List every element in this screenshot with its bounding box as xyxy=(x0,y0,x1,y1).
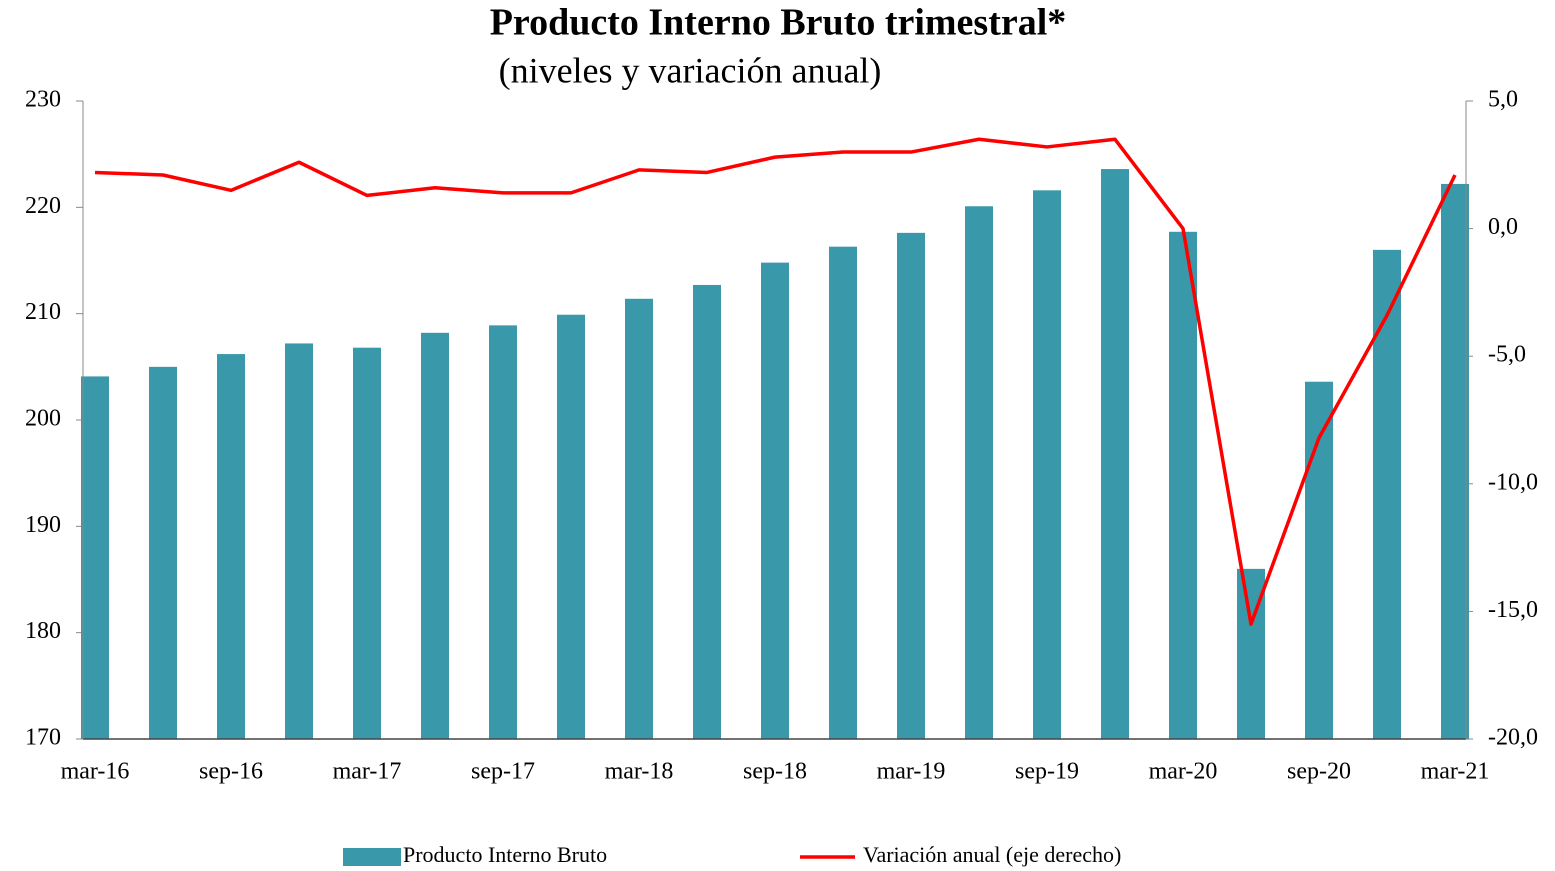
bar xyxy=(353,347,381,739)
bar xyxy=(829,246,857,739)
chart-title: Producto Interno Bruto trimestral* xyxy=(490,2,1067,44)
x-tick-label: sep-19 xyxy=(1015,759,1079,785)
bar xyxy=(965,206,993,739)
bar xyxy=(1033,190,1061,739)
bar xyxy=(285,343,313,739)
y2-tick-label: -10,0 xyxy=(1488,469,1538,495)
x-tick-label: sep-16 xyxy=(199,759,263,785)
y2-tick-label: -5,0 xyxy=(1488,342,1526,368)
bar xyxy=(1101,169,1129,739)
y-tick-label: 210 xyxy=(25,299,61,325)
line xyxy=(94,137,1457,626)
x-tick-label: mar-18 xyxy=(605,759,674,785)
bar xyxy=(1169,231,1197,740)
bar xyxy=(1373,249,1401,739)
bar xyxy=(557,314,585,739)
y-tick-label: 180 xyxy=(25,618,61,644)
bar xyxy=(489,325,517,739)
legend-label: Producto Interno Bruto xyxy=(403,842,607,867)
x-tick-label: sep-18 xyxy=(743,759,807,785)
y2-tick-label: 5,0 xyxy=(1488,87,1518,113)
y2-tick-label: -20,0 xyxy=(1488,725,1538,751)
bar xyxy=(81,376,109,739)
x-tick-label: mar-19 xyxy=(877,759,946,785)
y-tick-label: 220 xyxy=(25,193,61,219)
y-tick-label: 200 xyxy=(25,406,61,432)
x-tick-label: mar-16 xyxy=(61,759,130,785)
legend-label: Variación anual (eje derecho) xyxy=(863,842,1121,867)
legend-swatch xyxy=(343,848,401,866)
bar xyxy=(1441,183,1469,739)
chart-subtitle: (niveles y variación anual) xyxy=(499,50,882,90)
bar xyxy=(761,262,789,739)
x-tick-label: mar-20 xyxy=(1149,759,1218,785)
y2-tick-label: 0,0 xyxy=(1488,214,1518,240)
bar xyxy=(625,298,653,739)
bar xyxy=(217,354,245,739)
x-tick-label: mar-17 xyxy=(333,759,402,785)
x-tick-label: mar-21 xyxy=(1421,759,1490,785)
bar xyxy=(693,284,721,739)
y-tick-label: 230 xyxy=(25,87,61,113)
y-tick-label: 190 xyxy=(25,512,61,538)
bar xyxy=(149,366,177,739)
x-tick-label: sep-17 xyxy=(471,759,535,785)
bar xyxy=(421,332,449,739)
x-tick-label: sep-20 xyxy=(1287,759,1351,785)
bar xyxy=(897,232,925,739)
y-tick-label: 170 xyxy=(25,725,61,751)
y2-tick-label: -15,0 xyxy=(1488,597,1538,623)
